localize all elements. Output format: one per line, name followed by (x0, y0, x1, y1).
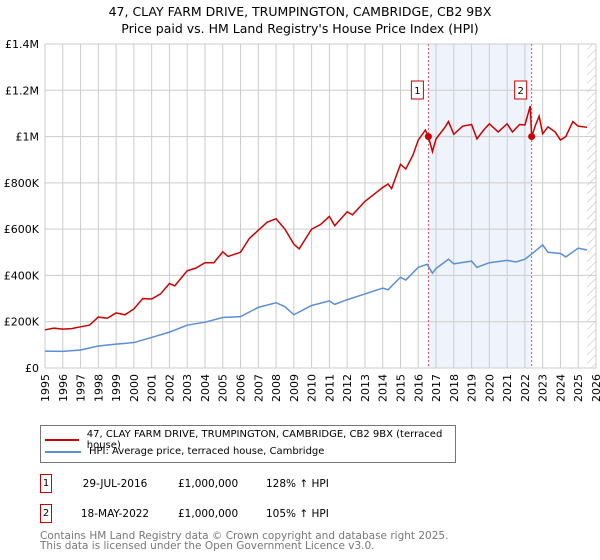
x-tick-label: 2006 (235, 374, 248, 402)
x-tick-label: 1997 (75, 374, 88, 402)
x-tick-label: 2022 (519, 374, 532, 402)
hpi-line (44, 243, 588, 353)
y-tick-label: £200K (4, 316, 40, 329)
x-tick-label: 2026 (590, 374, 600, 402)
y-tick-label: £800K (4, 177, 40, 190)
legend-item-property: 47, CLAY FARM DRIVE, TRUMPINGTON, CAMBRI… (45, 429, 455, 451)
y-tick-label: £600K (4, 223, 40, 236)
footer-line: Contains HM Land Registry data © Crown c… (40, 530, 449, 542)
sale-row: 2 18-MAY-2022 £1,000,000 105% ↑ HPI (40, 504, 340, 523)
x-tick-label: 2013 (359, 374, 372, 402)
legend-label: 47, CLAY FARM DRIVE, TRUMPINGTON, CAMBRI… (86, 429, 443, 451)
legend-swatch-red (45, 439, 79, 441)
y-tick-label: £1.2M (5, 84, 39, 97)
x-tick-label: 2024 (554, 374, 567, 402)
x-tick-label: 2016 (412, 374, 425, 402)
sale-label-box (410, 80, 424, 100)
sale-point (528, 133, 536, 141)
x-tick-label: 2005 (217, 374, 230, 402)
y-tick-label: £1.4M (5, 38, 39, 51)
x-tick-label: 2003 (181, 374, 194, 402)
sale-marker-box: 1 (40, 474, 52, 493)
sale-hpi-change: 128% ↑ HPI (266, 477, 329, 490)
chart-title: 47, CLAY FARM DRIVE, TRUMPINGTON, CAMBRI… (108, 4, 492, 19)
x-tick-label: 2015 (394, 374, 407, 402)
sale-row: 1 29-JUL-2016 £1,000,000 128% ↑ HPI (40, 474, 340, 493)
sale-price: £1,000,000 (178, 507, 239, 520)
sale-date: 29-JUL-2016 (82, 477, 148, 490)
x-tick-label: 1998 (92, 374, 105, 402)
legend-swatch-blue (45, 450, 81, 453)
x-tick-label: 2000 (128, 374, 141, 402)
y-tick-label: £0 (25, 362, 39, 375)
property-price-line (44, 105, 588, 331)
x-tick-label: 2010 (306, 374, 319, 402)
x-tick-label: 2023 (537, 374, 550, 402)
x-tick-label: 2009 (288, 374, 301, 402)
y-tick-label: £400K (4, 269, 40, 282)
sale-date: 18-MAY-2022 (80, 507, 150, 520)
x-tick-label: 2017 (430, 374, 443, 402)
x-tick-label: 2012 (341, 374, 354, 402)
x-tick-label: 2018 (448, 374, 461, 402)
sale-label-box (514, 80, 528, 100)
sale-price: £1,000,000 (178, 477, 239, 490)
footer: Contains HM Land Registry data © Crown c… (40, 530, 449, 552)
x-tick-label: 2014 (377, 374, 390, 402)
x-tick-label: 1995 (39, 374, 52, 402)
sale-label: 2 (517, 86, 523, 97)
legend: 47, CLAY FARM DRIVE, TRUMPINGTON, CAMBRI… (40, 425, 456, 463)
x-tick-label: 2019 (466, 374, 479, 402)
x-tick-label: 2011 (323, 374, 336, 402)
x-tick-label: 2021 (501, 374, 514, 402)
x-tick-label: 2001 (146, 374, 159, 402)
forecast-hatch (587, 44, 596, 368)
x-tick-label: 2020 (483, 374, 496, 402)
sale-marker-box: 2 (40, 504, 52, 523)
sale-label: 1 (414, 86, 420, 97)
sale-hpi-change: 105% ↑ HPI (266, 507, 329, 520)
x-tick-label: 2025 (572, 374, 585, 402)
x-tick-label: 2002 (163, 374, 176, 402)
x-tick-label: 2007 (252, 374, 265, 402)
x-tick-label: 1996 (57, 374, 70, 402)
y-tick-label: £1M (16, 131, 40, 144)
sale-point (424, 133, 432, 141)
x-tick-label: 2004 (199, 374, 212, 402)
x-tick-label: 1999 (110, 374, 123, 402)
chart-subtitle: Price paid vs. HM Land Registry's House … (121, 21, 479, 36)
x-tick-label: 2008 (270, 374, 283, 402)
footer-line: This data is licensed under the Open Gov… (40, 540, 375, 552)
legend-item-hpi: HPI: Average price, terraced house, Camb… (45, 446, 324, 457)
price-chart: 1995 1996 1997 1998 1999 2000 2001 2002 2003 2004… (4, 38, 600, 402)
legend-label: HPI: Average price, terraced house, Camb… (89, 446, 325, 457)
